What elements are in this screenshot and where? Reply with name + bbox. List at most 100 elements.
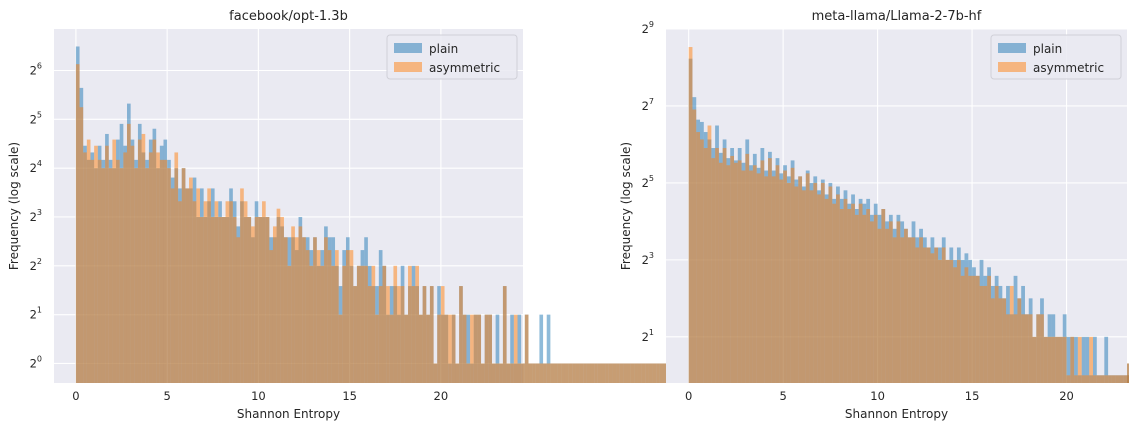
bar-asymmetric [900, 237, 905, 383]
bar-asymmetric [397, 286, 401, 383]
bar-asymmetric [335, 250, 339, 383]
bar-asymmetric [1100, 375, 1105, 383]
bar-asymmetric [1040, 314, 1044, 383]
bar-asymmetric [513, 314, 518, 383]
bar-asymmetric [229, 201, 233, 383]
bar-asymmetric [919, 237, 923, 383]
bar-asymmetric [612, 363, 617, 383]
bar-asymmetric [1055, 336, 1059, 383]
bar-asymmetric [972, 275, 976, 383]
bar-plain [466, 314, 471, 383]
bar-asymmetric [1089, 336, 1093, 383]
bar-asymmetric [473, 314, 478, 383]
legend-swatch-asymmetric [394, 62, 422, 72]
bar-asymmetric [741, 170, 746, 383]
bar-plain [495, 314, 500, 383]
bar-asymmetric [813, 182, 818, 383]
bar-asymmetric [641, 363, 646, 383]
y-tick-label: 20 [30, 354, 42, 370]
bar-asymmetric [862, 214, 867, 383]
bar-asymmetric [975, 275, 980, 383]
bar-asymmetric [338, 314, 343, 383]
bar-asymmetric [711, 158, 716, 383]
bar-asymmetric [836, 194, 840, 383]
bar-asymmetric [262, 201, 266, 383]
bar-asymmetric [1043, 336, 1048, 383]
bar-plain [1066, 336, 1071, 383]
legend: plain asymmetric [990, 34, 1122, 80]
bar-asymmetric [1127, 363, 1129, 383]
x-axis-label: Shannon Entropy [237, 407, 340, 421]
bar-asymmetric [353, 286, 357, 383]
bar-asymmetric [415, 265, 419, 383]
bar-asymmetric [524, 314, 529, 383]
bar-asymmetric [364, 265, 368, 383]
bar-asymmetric [79, 107, 84, 383]
bar-plain [1104, 336, 1109, 383]
y-tick-label: 23 [30, 208, 42, 224]
x-tick-label: 5 [163, 389, 170, 403]
y-tick-label: 21 [642, 328, 654, 344]
bar-asymmetric [809, 190, 814, 383]
bar-asymmetric [688, 47, 693, 384]
bar-asymmetric [1021, 314, 1025, 383]
bar-asymmetric [408, 265, 412, 383]
bar-asymmetric [294, 237, 299, 383]
bar-asymmetric [1108, 375, 1112, 383]
bar-asymmetric [1017, 298, 1022, 383]
bar-asymmetric [141, 133, 146, 383]
bar-asymmetric [794, 186, 799, 383]
bar-asymmetric [888, 221, 893, 383]
bar-asymmetric [926, 247, 931, 383]
bar-asymmetric [207, 188, 211, 383]
bar-asymmetric [619, 363, 624, 383]
bar-asymmetric [94, 145, 98, 383]
bar-asymmetric [404, 314, 409, 383]
bar-asymmetric [949, 259, 954, 383]
bar-asymmetric [495, 363, 500, 383]
bar-asymmetric [156, 152, 160, 383]
bar-asymmetric [178, 201, 182, 383]
bar-asymmetric [1111, 375, 1116, 383]
bar-asymmetric [881, 209, 886, 383]
bar-asymmetric [145, 168, 149, 383]
bar-asymmetric [652, 363, 657, 383]
bar-asymmetric [521, 363, 525, 383]
bar-asymmetric [718, 162, 723, 383]
bar-asymmetric [1028, 314, 1033, 383]
bar-asymmetric [730, 155, 735, 383]
bar-asymmetric [990, 298, 995, 383]
bar-asymmetric [517, 363, 522, 383]
bar-asymmetric [243, 201, 248, 383]
bar-asymmetric [119, 168, 124, 383]
bar-asymmetric [734, 162, 738, 383]
bar-asymmetric [86, 139, 91, 383]
bar-asymmetric [998, 298, 1003, 383]
bar-asymmetric [764, 176, 769, 383]
bar-asymmetric [342, 265, 346, 383]
bar-asymmetric [112, 139, 117, 383]
bar-asymmetric [564, 363, 569, 383]
bar-asymmetric [196, 188, 200, 383]
bar-asymmetric [448, 314, 452, 383]
bar-asymmetric [360, 265, 365, 383]
bar-asymmetric [627, 363, 631, 383]
bar-asymmetric [715, 148, 719, 383]
bar-asymmetric [272, 226, 277, 383]
bar-asymmetric [313, 237, 317, 383]
bar-asymmetric [1127, 375, 1129, 383]
bar-asymmetric [579, 363, 584, 383]
bar-asymmetric [722, 148, 727, 383]
bar-asymmetric [1047, 336, 1052, 383]
bar-asymmetric [254, 216, 259, 383]
bar-asymmetric [137, 139, 142, 383]
bar-asymmetric [870, 221, 874, 383]
bar-asymmetric [174, 152, 179, 383]
bar-asymmetric [356, 265, 361, 383]
bar-asymmetric [466, 363, 471, 383]
bar-asymmetric [152, 139, 157, 383]
bar-asymmetric [630, 363, 635, 383]
bar-asymmetric [214, 201, 219, 383]
bar-asymmetric [637, 363, 642, 383]
bar-asymmetric [752, 165, 757, 383]
